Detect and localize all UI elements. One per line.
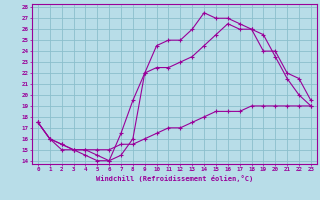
X-axis label: Windchill (Refroidissement éolien,°C): Windchill (Refroidissement éolien,°C) [96, 175, 253, 182]
